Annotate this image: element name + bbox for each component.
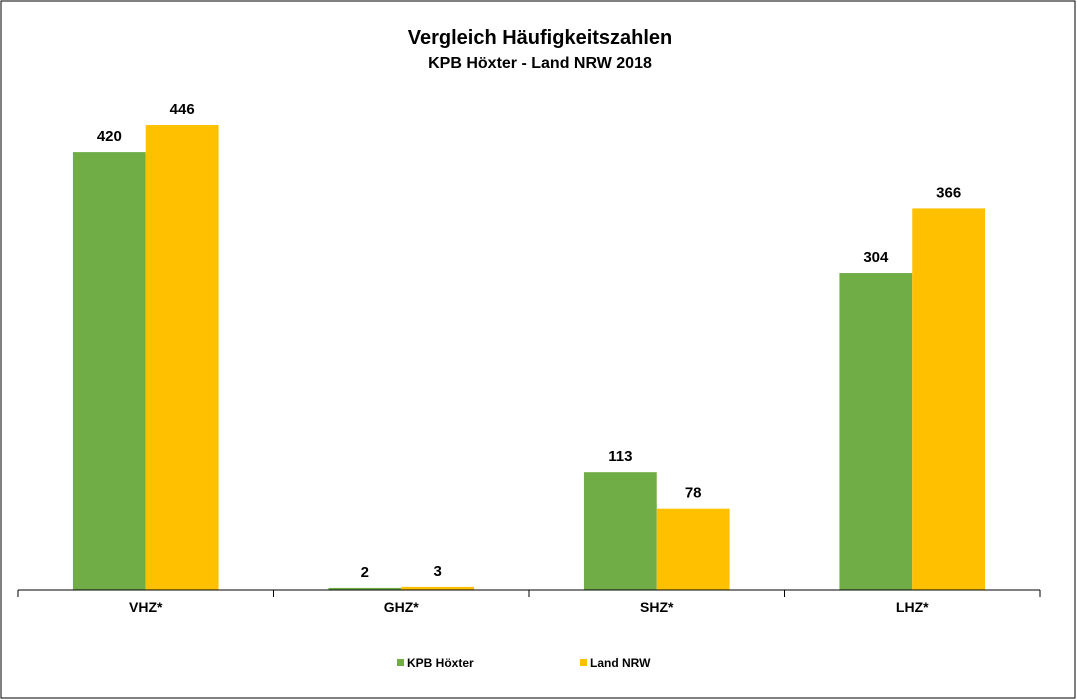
bar (839, 273, 913, 590)
bar (912, 208, 986, 590)
data-label: 3 (433, 563, 441, 580)
bar (328, 587, 402, 590)
data-label: 446 (170, 101, 195, 118)
x-tick-label: LHZ* (896, 599, 929, 615)
legend-swatch (580, 659, 587, 666)
legend-swatch (397, 659, 404, 666)
chart-subtitle: KPB Höxter - Land NRW 2018 (428, 55, 652, 72)
bar (401, 586, 475, 590)
data-label: 113 (608, 448, 632, 465)
data-label: 2 (361, 564, 369, 581)
data-label: 78 (685, 485, 702, 502)
data-label: 304 (863, 249, 889, 266)
bar (72, 152, 146, 591)
data-label: 420 (97, 128, 122, 145)
bar (656, 508, 730, 590)
x-tick-label: GHZ* (384, 599, 420, 615)
x-tick-label: VHZ* (129, 599, 163, 615)
legend-label: KPB Höxter (407, 656, 474, 670)
legend-label: Land NRW (590, 656, 651, 670)
bar (583, 472, 657, 590)
data-label: 366 (936, 184, 961, 201)
x-tick-label: SHZ* (640, 599, 674, 615)
chart-title: Vergleich Häufigkeitszahlen (408, 27, 673, 49)
bar (145, 125, 219, 590)
